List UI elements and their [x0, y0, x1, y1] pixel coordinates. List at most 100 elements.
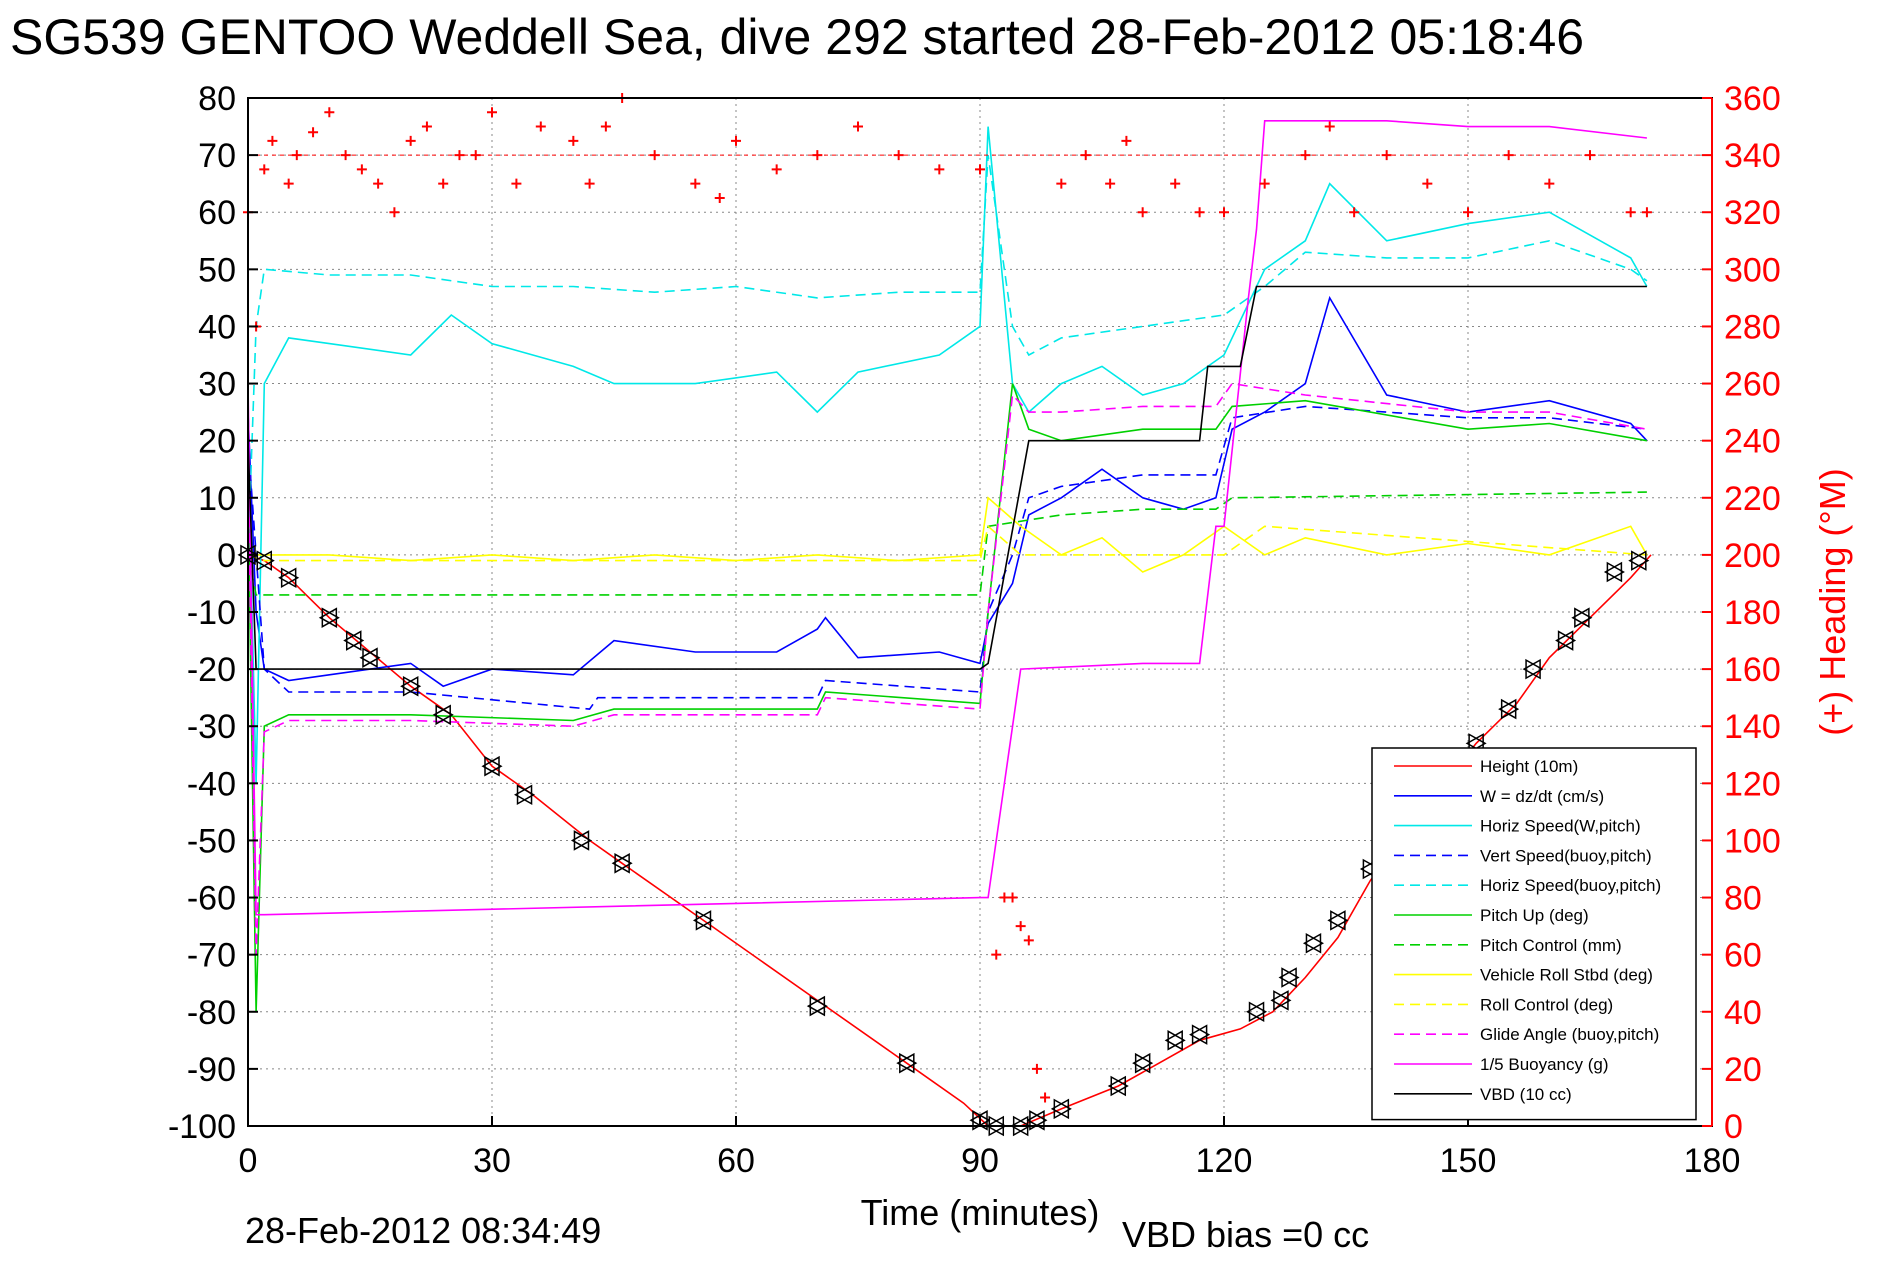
y2-tick-label: 260 — [1724, 366, 1781, 404]
legend-label: Horiz Speed(W,pitch) — [1480, 817, 1641, 836]
y2-tick-label: 220 — [1724, 480, 1781, 518]
triangle-marker — [1631, 550, 1650, 571]
axes: 0 30 60 90 120 150 180-100-90-80-70-60-50-40-3… — [168, 80, 1853, 1233]
heading-point — [487, 107, 497, 118]
y2-tick-label: 340 — [1724, 137, 1781, 175]
triangle-marker — [1246, 1001, 1265, 1023]
triangle-marker — [278, 567, 297, 589]
heading-point — [259, 164, 270, 175]
series-13 — [237, 544, 1650, 1137]
y2-tick-label: 40 — [1724, 994, 1762, 1032]
legend-label: VBD (10 cc) — [1480, 1085, 1572, 1104]
heading-point — [584, 178, 595, 189]
triangle-marker — [896, 1052, 915, 1074]
heading-point — [356, 164, 367, 175]
triangle-marker — [1278, 967, 1297, 988]
y-tick-label: 10 — [198, 480, 236, 518]
triangle-marker — [1167, 1030, 1186, 1051]
y2-tick-label: 200 — [1724, 537, 1781, 575]
heading-point — [975, 164, 985, 175]
heading-point — [1641, 207, 1652, 218]
heading-point — [1194, 207, 1205, 218]
triangle-marker — [573, 830, 592, 851]
triangle-marker — [318, 607, 338, 628]
triangle-marker — [570, 830, 590, 851]
y-tick-label: 70 — [198, 137, 236, 175]
legend-label: Roll Control (deg) — [1480, 995, 1613, 1014]
triangle-marker — [514, 784, 533, 806]
x-tick-label: 60 — [717, 1142, 755, 1180]
triangle-marker — [343, 630, 362, 651]
legend-box — [1371, 747, 1697, 1121]
series-line — [247, 491, 1647, 596]
heading-point — [405, 135, 416, 146]
x-tick-label: 0 — [239, 1142, 258, 1180]
series-10 — [247, 120, 1647, 916]
heading-point — [324, 107, 335, 118]
y-tick-label: -90 — [187, 1051, 236, 1089]
footer-date: 28-Feb-2012 08:34:49 — [245, 1210, 602, 1251]
y2-tick-label: 0 — [1724, 1108, 1743, 1146]
heading-point — [373, 178, 384, 189]
y2-tick-label: 20 — [1724, 1051, 1762, 1089]
legend-label: Horiz Speed(buoy,pitch) — [1480, 876, 1661, 895]
y-tick-label: -40 — [187, 765, 236, 803]
series-11 — [247, 285, 1647, 670]
y2-tick-label: 60 — [1724, 937, 1762, 975]
triangle-marker — [400, 675, 419, 697]
triangle-marker — [1270, 990, 1289, 1011]
y-tick-label: 50 — [198, 251, 236, 289]
y-tick-label: 40 — [198, 308, 236, 346]
heading-point — [600, 121, 611, 132]
y-tick-label: 20 — [198, 423, 236, 461]
triangle-marker — [1026, 1110, 1045, 1131]
x-tick-label: 120 — [1196, 1142, 1253, 1180]
triangle-marker — [1189, 1024, 1208, 1045]
series-12 — [243, 93, 1652, 1103]
triangle-marker — [1330, 910, 1349, 931]
y-tick-label: 30 — [198, 366, 236, 404]
heading-point — [568, 135, 579, 146]
y2-tick-label: 320 — [1724, 194, 1781, 232]
series-1 — [247, 295, 1648, 688]
series-line — [247, 285, 1647, 670]
heading-point — [853, 121, 863, 132]
y-tick-label: 0 — [217, 537, 236, 575]
triangle-marker — [692, 910, 712, 931]
y2-tick-label: 280 — [1724, 308, 1781, 346]
triangle-marker — [321, 607, 340, 628]
triangle-marker — [1110, 1075, 1129, 1097]
series-line — [247, 295, 1648, 688]
heading-point — [991, 949, 1002, 960]
y2-tick-label: 240 — [1724, 423, 1781, 461]
heading-point — [1121, 135, 1132, 146]
y2-tick-label: 180 — [1724, 594, 1781, 632]
heading-point — [1056, 178, 1067, 189]
heading-point — [1007, 892, 1018, 903]
legend-label: Pitch Up (deg) — [1480, 906, 1589, 925]
heading-point — [438, 178, 449, 189]
legend-label: 1/5 Buoyancy (g) — [1480, 1055, 1609, 1074]
y2-tick-label: 100 — [1724, 822, 1781, 860]
triangle-marker — [1302, 932, 1322, 954]
heading-point — [389, 207, 400, 218]
triangle-marker — [1571, 607, 1590, 628]
heading-point — [690, 178, 701, 189]
heading-point — [1040, 1092, 1051, 1103]
legend-label: Glide Angle (buoy,pitch) — [1480, 1025, 1659, 1044]
triangle-marker — [1603, 561, 1623, 583]
series-4 — [247, 154, 1648, 555]
triangle-marker — [432, 704, 451, 726]
heading-point — [771, 164, 782, 175]
legend-label: Vehicle Roll Stbd (deg) — [1480, 966, 1653, 985]
series-2 — [247, 126, 1648, 784]
heading-point — [714, 192, 725, 203]
heading-point — [1015, 921, 1026, 932]
x-tick-label: 90 — [961, 1142, 999, 1180]
triangle-marker — [359, 647, 378, 668]
heading-point — [1023, 935, 1034, 946]
series-6 — [247, 491, 1647, 596]
triangle-marker — [1134, 1052, 1154, 1074]
heading-point — [1463, 207, 1473, 218]
chart-title: SG539 GENTOO Weddell Sea, dive 292 start… — [10, 9, 1585, 65]
